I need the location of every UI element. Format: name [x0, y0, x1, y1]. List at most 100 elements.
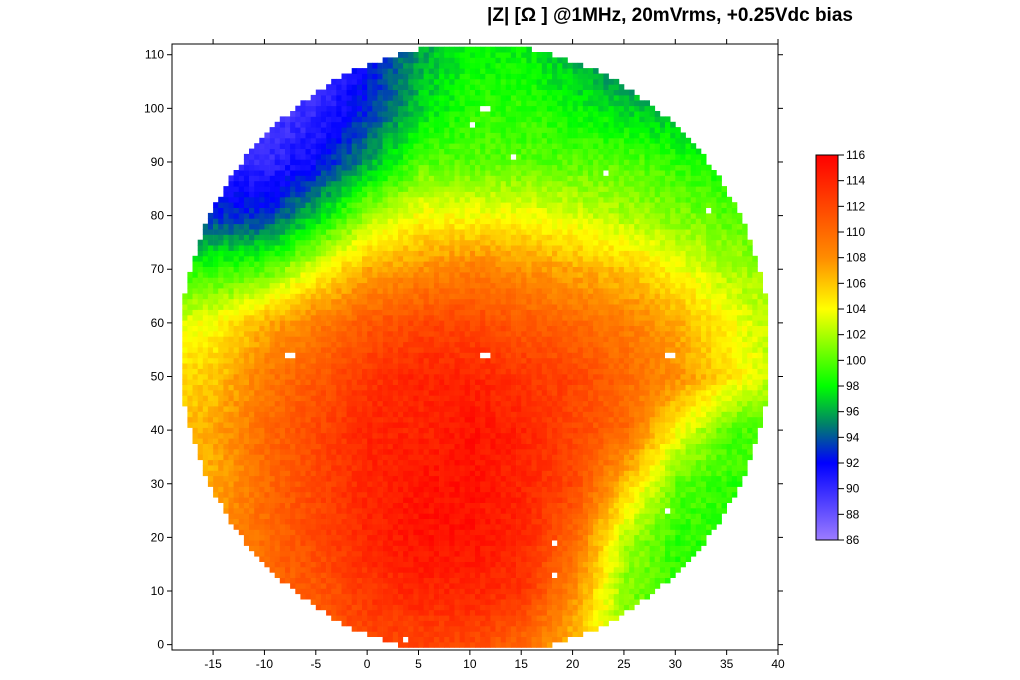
heatmap-cell [546, 524, 553, 530]
heatmap-cell [680, 545, 686, 552]
heatmap-cell [326, 556, 332, 562]
heatmap-cell [582, 427, 589, 434]
heatmap-cell [351, 583, 358, 589]
heatmap-cell [593, 491, 599, 498]
heatmap-cell [403, 395, 409, 402]
heatmap-cell [223, 352, 229, 359]
heatmap-cell [269, 400, 276, 407]
heatmap-cell [454, 395, 460, 402]
heatmap-cell [521, 416, 527, 423]
heatmap-cell [439, 524, 445, 530]
heatmap-cell [629, 379, 635, 385]
heatmap-cell [685, 534, 692, 541]
heatmap-cell [634, 545, 640, 552]
heatmap-cell [516, 642, 522, 648]
heatmap-cell [536, 502, 543, 509]
heatmap-cell [423, 470, 430, 477]
heatmap-cell [228, 443, 234, 450]
heatmap-cell [295, 459, 301, 466]
heatmap-cell [218, 357, 224, 364]
heatmap-cell [269, 566, 276, 573]
heatmap-cell [752, 379, 758, 385]
heatmap-cell [243, 406, 250, 412]
heatmap-cell [264, 416, 270, 423]
heatmap-cell [377, 406, 383, 412]
heatmap-cell [285, 566, 291, 573]
heatmap-cell [747, 363, 753, 369]
heatmap-cell [675, 534, 681, 541]
heatmap-cell [444, 620, 450, 627]
heatmap-cell [418, 389, 424, 396]
heatmap-cell [510, 395, 517, 402]
heatmap-cell [546, 642, 553, 648]
heatmap-cell [331, 588, 337, 595]
heatmap-cell [428, 427, 435, 434]
heatmap-cell [649, 389, 656, 396]
heatmap-cell [721, 470, 727, 477]
heatmap-cell [603, 411, 609, 418]
heatmap-cell [428, 363, 435, 369]
heatmap-cell [716, 513, 722, 519]
heatmap-cell [654, 459, 661, 466]
heatmap-cell [546, 363, 553, 369]
heatmap-cell [654, 422, 661, 428]
heatmap-cell [408, 400, 414, 407]
heatmap-cell [243, 438, 250, 444]
heatmap-cell [464, 395, 471, 402]
heatmap-cell [711, 470, 717, 477]
heatmap-cell [665, 577, 671, 584]
heatmap-cell [382, 448, 389, 455]
heatmap-cell [526, 373, 532, 380]
heatmap-cell [356, 486, 363, 493]
heatmap-cell [377, 625, 383, 632]
heatmap-cell [510, 368, 517, 375]
heatmap-cell [320, 518, 327, 525]
heatmap-cell [742, 459, 748, 466]
heatmap-cell [197, 432, 204, 439]
heatmap-cell [654, 550, 661, 557]
heatmap-cell [398, 465, 404, 471]
heatmap-cell [418, 384, 424, 391]
heatmap-cell [464, 502, 471, 509]
heatmap-cell [346, 599, 353, 605]
heatmap-cell [310, 454, 317, 461]
heatmap-cell [233, 502, 240, 509]
heatmap-cell [495, 604, 501, 611]
heatmap-cell [582, 406, 589, 412]
heatmap-cell [495, 491, 501, 498]
heatmap-cell [557, 486, 563, 493]
heatmap-cell [346, 513, 353, 519]
heatmap-cell [701, 470, 707, 477]
heatmap-cell [218, 486, 224, 493]
heatmap-cell [742, 363, 748, 369]
heatmap-cell [659, 481, 666, 487]
heatmap-cell [721, 416, 727, 423]
heatmap-cell [706, 470, 712, 477]
heatmap-cell [711, 373, 717, 380]
heatmap-cell [341, 507, 347, 514]
heatmap-cell [182, 389, 188, 396]
heatmap-cell [665, 475, 671, 482]
heatmap-cell [588, 465, 594, 471]
heatmap-cell [649, 545, 656, 552]
heatmap-cell [413, 470, 419, 477]
heatmap-cell [249, 384, 255, 391]
heatmap-cell [305, 368, 311, 375]
heatmap-cell [536, 454, 543, 461]
heatmap-cell [572, 395, 579, 402]
heatmap-cell [197, 384, 204, 391]
heatmap-cell [423, 459, 430, 466]
heatmap-cell [690, 357, 697, 364]
heatmap-cell [320, 395, 327, 402]
heatmap-cell [346, 620, 353, 627]
heatmap-cell [238, 411, 245, 418]
heatmap-cell [526, 465, 532, 471]
heatmap-cell [295, 438, 301, 444]
heatmap-cell [336, 352, 342, 359]
heatmap-cell [372, 384, 378, 391]
heatmap-cell [475, 620, 481, 627]
heatmap-cell [531, 475, 537, 482]
heatmap-cell [305, 502, 311, 509]
heatmap-cell [454, 422, 460, 428]
heatmap-cell [310, 384, 317, 391]
